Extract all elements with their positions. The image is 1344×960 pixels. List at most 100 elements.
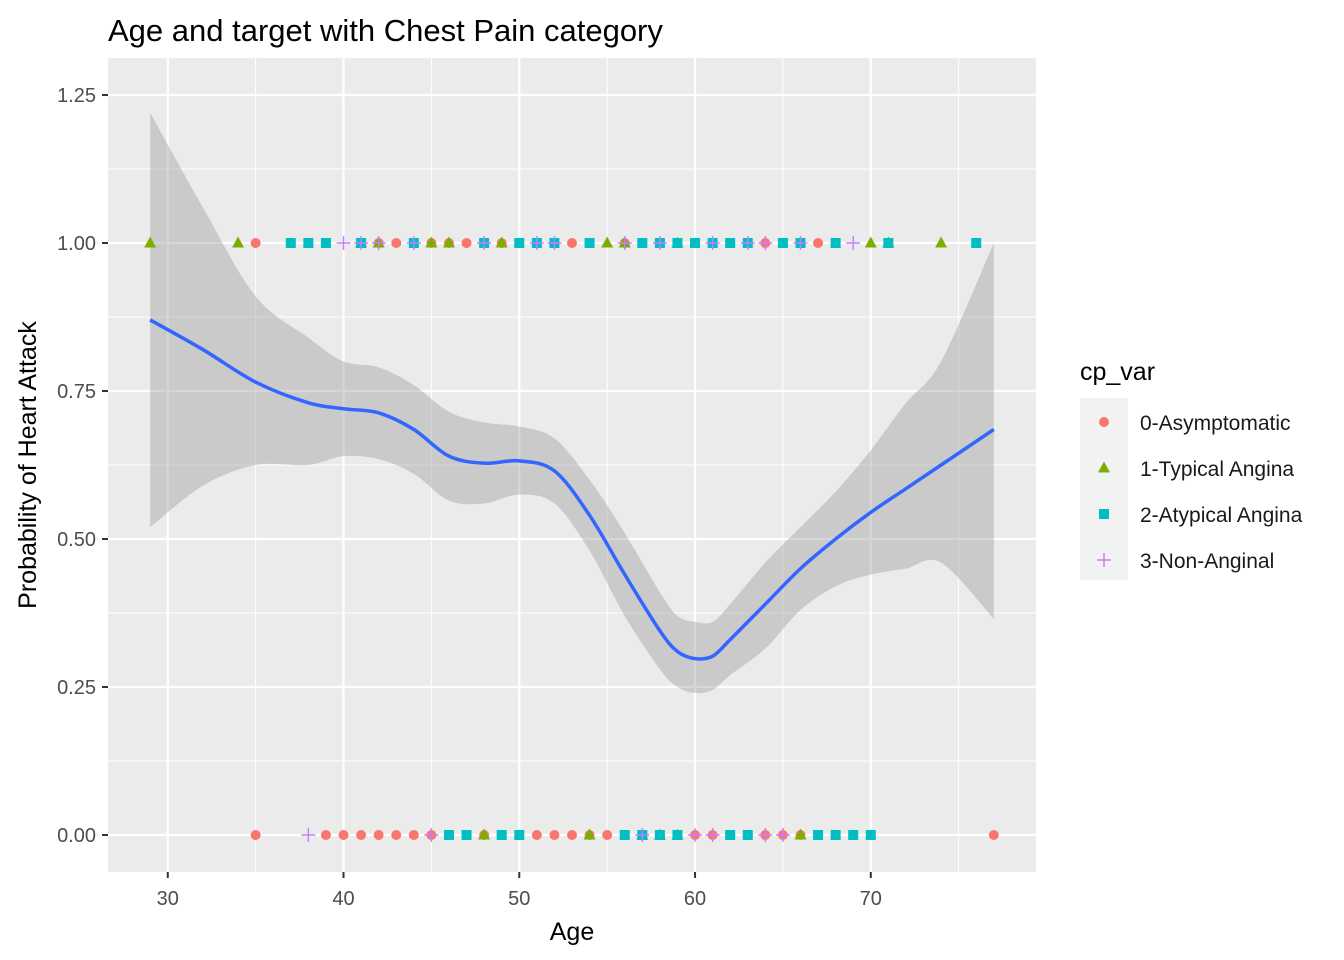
data-point-series-3 — [406, 236, 421, 250]
x-tick-label: 50 — [508, 888, 530, 910]
data-point-series-0 — [813, 238, 824, 248]
legend-key-1 — [1098, 461, 1110, 473]
y-tick-label: 0.75 — [57, 381, 96, 403]
y-tick-label: 0.50 — [57, 529, 96, 551]
x-tick-label: 40 — [332, 888, 354, 910]
data-point-series-1 — [601, 236, 614, 248]
y-axis-label: Probability of Heart Attack — [14, 321, 42, 609]
data-point-series-0 — [602, 830, 613, 840]
y-tick-label: 0.25 — [57, 677, 96, 699]
data-point-series-2 — [813, 830, 824, 840]
data-point-series-2 — [725, 830, 736, 840]
data-point-series-1 — [864, 236, 877, 248]
data-point-series-2 — [285, 238, 296, 248]
data-point-series-3 — [354, 236, 369, 250]
data-point-series-0 — [391, 830, 402, 840]
smooth-line-path — [149, 318, 995, 661]
data-point-series-3 — [652, 236, 667, 250]
data-point-series-0 — [320, 830, 331, 840]
data-point-series-3 — [775, 828, 790, 842]
data-point-series-0 — [461, 238, 472, 248]
confidence-band — [150, 112, 994, 694]
legend-keys — [1097, 417, 1111, 567]
smooth-line — [149, 318, 995, 661]
data-point-series-0 — [567, 830, 577, 840]
data-point-series-2 — [830, 238, 841, 248]
confidence-band-area — [150, 112, 994, 694]
data-point-series-1 — [442, 236, 455, 248]
data-points — [144, 236, 999, 842]
data-point-series-3 — [846, 236, 861, 250]
data-point-series-0 — [988, 830, 999, 840]
data-point-series-1 — [144, 236, 157, 248]
data-point-series-0 — [391, 238, 402, 248]
data-point-series-2 — [883, 238, 894, 248]
data-point-series-1 — [232, 236, 245, 248]
data-point-series-3 — [336, 236, 351, 250]
y-tick-label: 1.25 — [57, 85, 96, 107]
data-point-series-0 — [338, 830, 349, 840]
data-point-series-3 — [758, 828, 773, 842]
data-point-series-3 — [740, 236, 755, 250]
data-point-series-0 — [356, 830, 367, 840]
data-point-series-2 — [725, 238, 736, 248]
legend-title: cp_var — [1080, 358, 1155, 386]
data-point-series-2 — [496, 830, 507, 840]
data-point-series-0 — [373, 830, 384, 840]
legend-label-typical-angina: 1-Typical Angina — [1140, 458, 1294, 481]
data-point-series-3 — [477, 236, 492, 250]
data-point-series-3 — [529, 236, 544, 250]
data-point-series-0 — [567, 238, 577, 248]
data-point-series-2 — [443, 830, 454, 840]
data-point-series-1 — [495, 236, 508, 248]
data-point-series-3 — [688, 828, 703, 842]
data-point-series-3 — [705, 828, 720, 842]
axes: 30 40 50 60 70 0.00 0.25 0.50 0.75 1.00 1.25 — [57, 85, 882, 910]
legend-key-background — [1080, 398, 1128, 580]
data-point-series-3 — [758, 236, 773, 250]
x-axis-label: Age — [550, 918, 594, 946]
data-point-series-3 — [424, 828, 439, 842]
data-point-series-2 — [865, 830, 876, 840]
data-point-series-1 — [935, 236, 948, 248]
data-point-series-0 — [531, 830, 542, 840]
data-point-series-2 — [830, 830, 841, 840]
data-point-series-3 — [547, 236, 562, 250]
data-point-series-0 — [408, 830, 419, 840]
data-point-series-3 — [635, 828, 650, 842]
data-point-series-2 — [654, 830, 665, 840]
data-point-series-2 — [461, 830, 472, 840]
legend-key-0 — [1099, 417, 1109, 427]
data-point-series-2 — [971, 238, 982, 248]
data-point-series-3 — [371, 236, 386, 250]
data-point-series-0 — [250, 238, 261, 248]
data-point-series-2 — [848, 830, 859, 840]
data-point-series-3 — [793, 236, 808, 250]
data-point-series-0 — [250, 830, 261, 840]
data-point-series-2 — [672, 830, 683, 840]
grid — [108, 58, 1036, 872]
legend-label-asymptomatic: 0-Asymptomatic — [1140, 412, 1291, 435]
data-point-series-2 — [742, 830, 753, 840]
x-tick-label: 70 — [860, 888, 882, 910]
data-point-series-3 — [301, 828, 316, 842]
legend-label-non-anginal: 3-Non-Anginal — [1140, 550, 1274, 573]
data-point-series-2 — [320, 238, 331, 248]
x-tick-label: 30 — [157, 888, 179, 910]
data-point-series-2 — [672, 238, 683, 248]
data-point-series-2 — [690, 238, 701, 248]
data-point-series-2 — [584, 238, 595, 248]
legend-label-atypical-angina: 2-Atypical Angina — [1140, 504, 1303, 527]
data-point-series-1 — [425, 236, 438, 248]
legend-key-2 — [1099, 509, 1109, 519]
data-point-series-2 — [514, 238, 525, 248]
chart-title: Age and target with Chest Pain category — [108, 13, 663, 48]
data-point-series-2 — [514, 830, 525, 840]
legend-key-3 — [1097, 553, 1111, 567]
data-point-series-2 — [303, 238, 314, 248]
data-point-series-1 — [478, 828, 491, 840]
y-tick-label: 0.00 — [57, 825, 96, 847]
y-tick-label: 1.00 — [57, 233, 96, 255]
data-point-series-0 — [549, 830, 560, 840]
